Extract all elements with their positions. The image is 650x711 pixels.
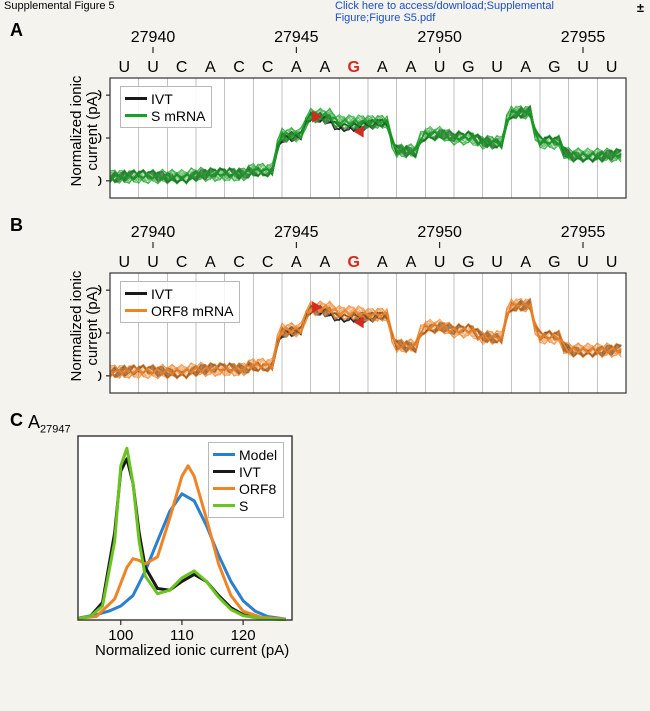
- base-letter: A: [520, 59, 531, 76]
- legend-swatch: [125, 309, 147, 312]
- legend-swatch: [213, 470, 235, 473]
- base-letter: A: [205, 59, 216, 76]
- panel-a: A Normalized ioniccurrent (pA) 279402794…: [10, 20, 630, 205]
- base-letter: C: [233, 59, 245, 76]
- base-letter: U: [434, 59, 446, 76]
- base-letter: U: [606, 254, 618, 271]
- xtick-label: 110: [170, 627, 194, 640]
- ytick-label: 120: [98, 87, 102, 104]
- base-letter: G: [347, 254, 359, 271]
- base-letter: U: [119, 59, 131, 76]
- ytick-label: 80: [98, 368, 102, 385]
- ytick-label: 120: [98, 282, 102, 299]
- ytick-label: 100: [98, 325, 102, 342]
- legend-label: IVT: [151, 286, 173, 302]
- xtick-label: 27955: [561, 224, 606, 241]
- legend-row: ORF8: [213, 480, 277, 497]
- base-letter: G: [548, 59, 560, 76]
- base-letter: C: [176, 59, 188, 76]
- base-letter: C: [176, 254, 188, 271]
- ytick-label: 80: [98, 173, 102, 190]
- supp-fig-title: Supplemental Figure 5: [0, 0, 115, 12]
- legend: ModelIVTORF8S: [208, 442, 284, 518]
- xtick-label: 27940: [131, 29, 176, 46]
- panel-a-ylabel: Normalized ioniccurrent (pA): [69, 46, 101, 216]
- panel-c-xlabel: Normalized ionic current (pA): [95, 642, 289, 659]
- xtick-label: 120: [231, 627, 256, 640]
- legend-row: ORF8 mRNA: [125, 302, 233, 319]
- base-letter: A: [205, 254, 216, 271]
- panel-c-label: C: [10, 410, 23, 431]
- legend-label: S mRNA: [151, 108, 205, 124]
- legend-swatch: [213, 487, 235, 490]
- legend-row: S mRNA: [125, 107, 205, 124]
- ytick-label: 100: [98, 130, 102, 147]
- panel-b: B Normalized ioniccurrent (pA) 279402794…: [10, 215, 630, 400]
- base-letter: U: [491, 59, 503, 76]
- xtick-label: 27945: [274, 224, 319, 241]
- base-letter: U: [491, 254, 503, 271]
- legend: IVTS mRNA: [120, 86, 212, 128]
- base-letter: G: [462, 59, 474, 76]
- legend-row: IVT: [125, 285, 233, 302]
- legend-label: Model: [239, 447, 277, 463]
- base-letter: A: [291, 254, 302, 271]
- panel-b-ylabel: Normalized ioniccurrent (pA): [69, 241, 101, 411]
- base-letter: A: [520, 254, 531, 271]
- xtick-label: 27950: [417, 224, 462, 241]
- xtick-label: 27945: [274, 29, 319, 46]
- base-letter: C: [233, 254, 245, 271]
- legend-row: Model: [213, 446, 277, 463]
- base-letter: A: [406, 254, 417, 271]
- base-letter: A: [320, 254, 331, 271]
- legend-label: S: [239, 498, 248, 514]
- legend-swatch: [213, 453, 235, 456]
- legend-label: IVT: [151, 91, 173, 107]
- download-link-line1: Click here to access/download;Supplement…: [335, 0, 554, 12]
- legend-row: S: [213, 497, 277, 514]
- legend-row: IVT: [213, 463, 277, 480]
- download-icon[interactable]: ±: [637, 0, 644, 15]
- xtick-label: 27955: [561, 29, 606, 46]
- xtick-label: 100: [108, 627, 133, 640]
- legend-label: ORF8 mRNA: [151, 303, 233, 319]
- base-letter: U: [434, 254, 446, 271]
- legend: IVTORF8 mRNA: [120, 281, 240, 323]
- base-letter: U: [147, 254, 159, 271]
- base-letter: U: [577, 254, 589, 271]
- base-letter: U: [119, 254, 131, 271]
- legend-swatch: [213, 504, 235, 507]
- legend-swatch: [125, 292, 147, 295]
- base-letter: A: [320, 59, 331, 76]
- base-letter: A: [406, 59, 417, 76]
- base-letter: U: [577, 59, 589, 76]
- base-letter: G: [548, 254, 560, 271]
- xtick-label: 27940: [131, 224, 176, 241]
- panel-c: C A27947 100110120ModelIVTORF8S Normaliz…: [10, 410, 630, 690]
- base-letter: G: [347, 59, 359, 76]
- legend-label: ORF8: [239, 481, 276, 497]
- base-letter: A: [291, 59, 302, 76]
- base-letter: G: [462, 254, 474, 271]
- panel-a-label: A: [10, 20, 23, 41]
- xtick-label: 27950: [417, 29, 462, 46]
- base-letter: C: [262, 59, 274, 76]
- legend-swatch: [125, 114, 147, 117]
- legend-row: IVT: [125, 90, 205, 107]
- base-letter: U: [606, 59, 618, 76]
- base-letter: A: [377, 59, 388, 76]
- legend-swatch: [125, 97, 147, 100]
- base-letter: U: [147, 59, 159, 76]
- base-letter: C: [262, 254, 274, 271]
- base-letter: A: [377, 254, 388, 271]
- legend-label: IVT: [239, 464, 261, 480]
- panel-b-label: B: [10, 215, 23, 236]
